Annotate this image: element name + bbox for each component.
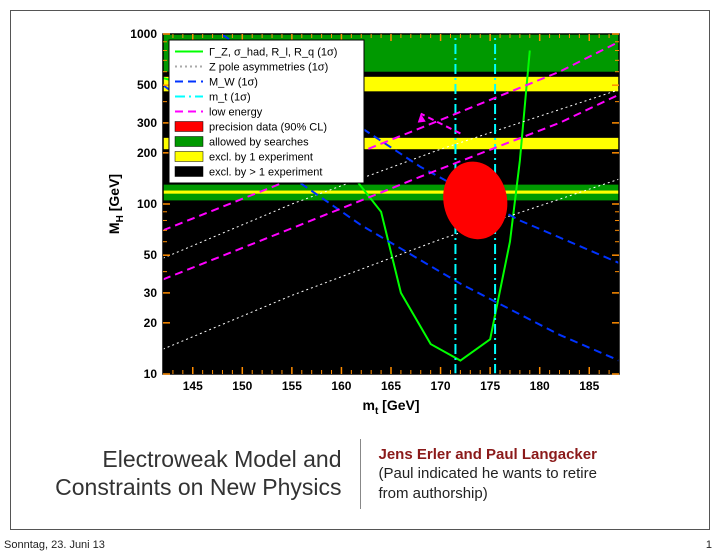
svg-text:160: 160 (331, 379, 351, 393)
svg-text:100: 100 (137, 197, 157, 211)
chart-container: 145 150 155 160 165 170 175 180 185 10 20 30 50 100 20… (101, 26, 631, 416)
title-row: Electroweak Model and Constraints on New… (31, 439, 689, 509)
slide-frame: 145 150 155 160 165 170 175 180 185 10 20 30 50 100 20… (10, 10, 710, 530)
svg-text:excl. by > 1 experiment: excl. by > 1 experiment (209, 167, 322, 179)
authors: Jens Erler and Paul Langacker (379, 446, 597, 463)
svg-text:200: 200 (137, 146, 157, 160)
svg-text:mt [GeV]: mt [GeV] (362, 397, 419, 416)
svg-text:185: 185 (579, 379, 599, 393)
author-note-2: from authorship) (379, 485, 488, 502)
svg-text:excl. by 1 experiment: excl. by 1 experiment (209, 152, 313, 164)
svg-text:Γ_Z, σ_had, R_l, R_q (1σ): Γ_Z, σ_had, R_l, R_q (1σ) (209, 47, 337, 59)
svg-text:low energy: low energy (209, 107, 263, 119)
svg-text:170: 170 (431, 379, 451, 393)
svg-text:180: 180 (530, 379, 550, 393)
physics-chart: 145 150 155 160 165 170 175 180 185 10 20 30 50 100 20… (101, 26, 631, 416)
svg-text:M_W (1σ): M_W (1σ) (209, 77, 258, 89)
svg-text:30: 30 (144, 286, 158, 300)
svg-text:145: 145 (183, 379, 203, 393)
svg-text:Z pole asymmetries (1σ): Z pole asymmetries (1σ) (209, 62, 328, 74)
svg-text:300: 300 (137, 116, 157, 130)
svg-text:175: 175 (480, 379, 500, 393)
svg-text:allowed by searches: allowed by searches (209, 137, 309, 149)
svg-text:500: 500 (137, 78, 157, 92)
svg-text:m_t (1σ): m_t (1σ) (209, 92, 251, 104)
footer-page: 1 (706, 539, 712, 551)
svg-text:precision data (90% CL): precision data (90% CL) (209, 122, 327, 134)
slide-footer: Sonntag, 23. Juni 13 1 (0, 533, 720, 555)
svg-text:165: 165 (381, 379, 401, 393)
svg-text:20: 20 (144, 316, 158, 330)
slide-title: Electroweak Model and Constraints on New… (31, 446, 360, 501)
footer-date: Sonntag, 23. Juni 13 (4, 539, 105, 551)
svg-text:150: 150 (232, 379, 252, 393)
title-line1: Electroweak Model and (102, 446, 341, 472)
author-block: Jens Erler and Paul Langacker (Paul indi… (361, 445, 690, 504)
svg-text:155: 155 (282, 379, 302, 393)
svg-text:1000: 1000 (130, 27, 157, 41)
svg-text:10: 10 (144, 367, 158, 381)
author-note-1: (Paul indicated he wants to retire (379, 465, 597, 482)
svg-text:50: 50 (144, 248, 158, 262)
title-line2: Constraints on New Physics (55, 474, 341, 500)
svg-text:MH [GeV]: MH [GeV] (106, 174, 126, 234)
